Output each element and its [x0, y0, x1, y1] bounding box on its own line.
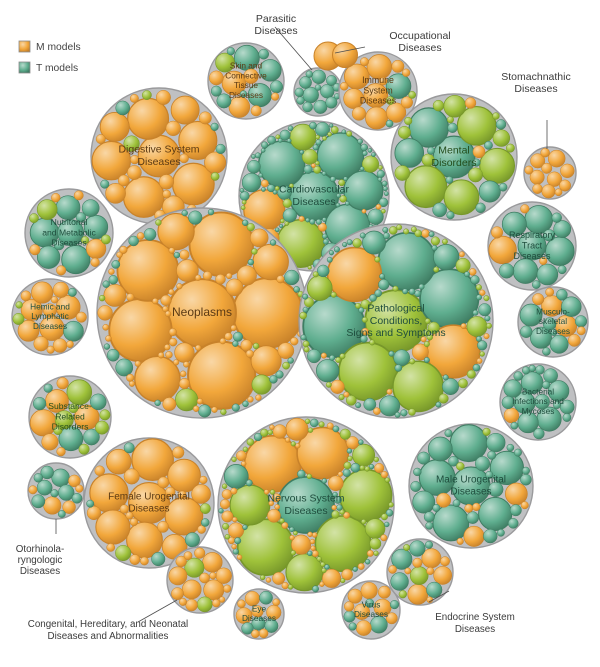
svg-text:Skin and: Skin and	[230, 60, 263, 70]
svg-text:System: System	[363, 85, 392, 95]
svg-text:Diseases: Diseases	[292, 196, 335, 208]
svg-text:Nutritonal: Nutritonal	[51, 217, 88, 227]
svg-text:Bacterial: Bacterial	[522, 386, 554, 396]
svg-text:Pathological: Pathological	[367, 302, 424, 314]
svg-text:Nervous System: Nervous System	[267, 493, 344, 505]
svg-text:Diseases: Diseases	[137, 156, 180, 168]
svg-text:Diseases: Diseases	[536, 326, 570, 336]
svg-text:and Metabolic: and Metabolic	[42, 227, 96, 237]
svg-text:Tract: Tract	[522, 240, 543, 250]
svg-text:Diseases: Diseases	[20, 566, 60, 577]
svg-text:Stomachnathic: Stomachnathic	[501, 71, 570, 83]
svg-text:Diseases: Diseases	[513, 251, 551, 261]
svg-text:Diseases: Diseases	[229, 90, 263, 100]
svg-text:Eye: Eye	[252, 603, 267, 613]
svg-text:Occupational: Occupational	[389, 30, 450, 42]
svg-text:Diseases and Abnormalities: Diseases and Abnormalities	[48, 631, 169, 642]
svg-text:Endocrine System: Endocrine System	[435, 612, 515, 623]
svg-text:Parasitic: Parasitic	[256, 13, 296, 25]
svg-text:Substance-: Substance-	[48, 401, 92, 411]
svg-text:Connective: Connective	[225, 70, 267, 80]
svg-text:Female Urogenital: Female Urogenital	[108, 492, 190, 503]
svg-text:Immune: Immune	[362, 75, 394, 85]
svg-text:Infections and: Infections and	[512, 396, 564, 406]
svg-text:Respiratory: Respiratory	[509, 230, 556, 240]
svg-text:Lymphatic: Lymphatic	[31, 311, 69, 321]
svg-text:Diseases: Diseases	[450, 487, 491, 498]
svg-text:Conditions,: Conditions,	[370, 315, 423, 327]
svg-text:Disorders: Disorders	[52, 421, 89, 431]
svg-text:Virus: Virus	[362, 599, 381, 609]
svg-text:Diseases: Diseases	[398, 42, 441, 54]
svg-text:Diseases: Diseases	[514, 83, 557, 95]
svg-text:Diseases: Diseases	[354, 609, 388, 619]
svg-text:T models: T models	[36, 63, 78, 74]
svg-text:Diseases: Diseases	[242, 613, 276, 623]
svg-text:Related: Related	[55, 411, 85, 421]
svg-text:Congenital, Hereditary, and Ne: Congenital, Hereditary, and Neonatal	[28, 619, 188, 630]
svg-text:Digestive System: Digestive System	[118, 144, 199, 156]
svg-text:skeletal: skeletal	[539, 316, 567, 326]
svg-text:ryngologic: ryngologic	[18, 555, 63, 566]
svg-text:Male Urogenital: Male Urogenital	[436, 475, 506, 486]
svg-text:Diseases: Diseases	[51, 237, 86, 247]
svg-text:Neoplasms: Neoplasms	[172, 305, 232, 319]
svg-text:Hemic and: Hemic and	[30, 301, 70, 311]
svg-text:Mycoses: Mycoses	[522, 406, 555, 416]
svg-text:Otorhinola-: Otorhinola-	[16, 544, 64, 555]
svg-text:Diseases: Diseases	[33, 321, 67, 331]
svg-text:Musculo-: Musculo-	[536, 306, 570, 316]
svg-text:Cardiovascular: Cardiovascular	[279, 184, 350, 196]
svg-text:M models: M models	[36, 42, 81, 53]
svg-text:Tissue: Tissue	[234, 80, 259, 90]
svg-text:Mental: Mental	[438, 145, 470, 157]
svg-text:Diseases: Diseases	[128, 504, 169, 515]
svg-text:Diseases: Diseases	[284, 505, 327, 517]
svg-text:Diseases: Diseases	[455, 624, 495, 635]
svg-text:Disorders: Disorders	[432, 157, 477, 169]
svg-text:Diseases: Diseases	[360, 96, 397, 106]
svg-text:Signs and Symptoms: Signs and Symptoms	[346, 327, 445, 339]
svg-text:Diseases: Diseases	[254, 25, 297, 37]
